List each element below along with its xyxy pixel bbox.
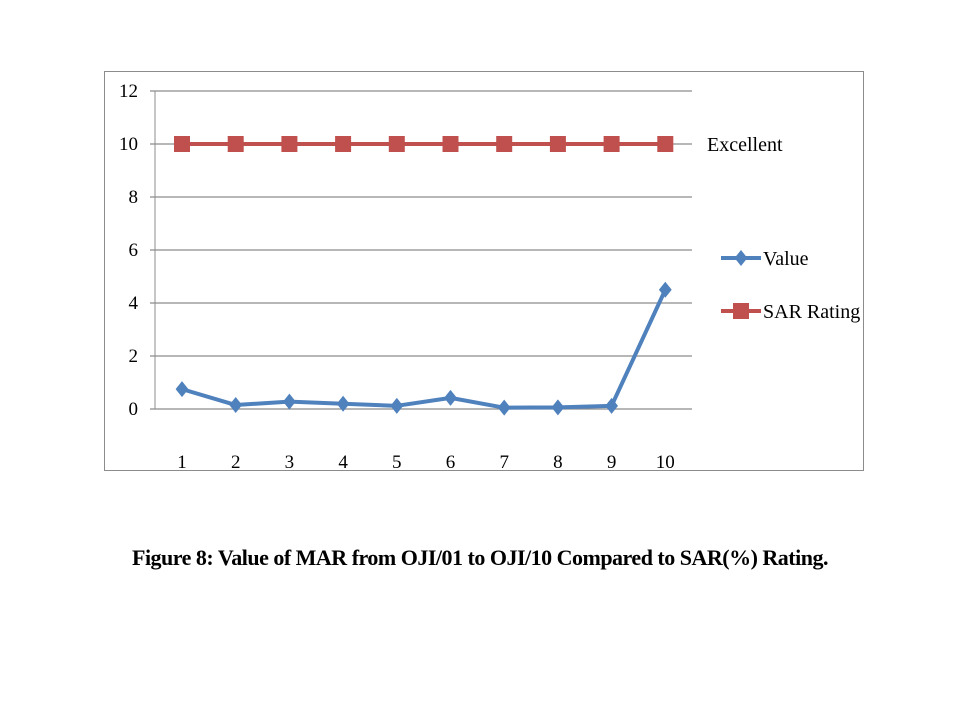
x-tick-label: 4 xyxy=(338,452,348,472)
y-tick-label: 0 xyxy=(129,399,139,420)
data-point xyxy=(551,399,565,416)
x-axis-ticks: 1 2 3 4 5 6 7 8 9 10 xyxy=(177,452,675,472)
x-tick-label: 3 xyxy=(285,452,295,472)
data-point xyxy=(336,395,350,412)
y-tick-label: 8 xyxy=(129,187,139,208)
data-point xyxy=(603,136,620,152)
x-tick-label: 2 xyxy=(231,452,241,472)
data-point xyxy=(658,281,672,298)
data-point xyxy=(444,389,457,406)
data-point xyxy=(496,136,513,152)
data-point xyxy=(657,136,674,152)
chart-frame: 0 2 4 6 8 10 12 1 2 3 4 5 6 7 8 9 10 Value SAR Rating Ex… xyxy=(104,71,864,472)
x-tick-label: 7 xyxy=(499,452,509,472)
x-tick-label: 5 xyxy=(392,452,402,472)
series-line-1 xyxy=(181,288,668,410)
series-layer xyxy=(174,136,674,416)
y-tick-label: 4 xyxy=(129,293,139,314)
annotation-label: Excellent xyxy=(707,134,783,156)
figure-caption: Figure 8: Value of MAR from OJI/01 to OJ… xyxy=(132,545,828,570)
x-tick-label: 6 xyxy=(446,452,456,472)
data-point xyxy=(175,381,189,398)
data-point xyxy=(497,399,511,416)
legend-marker xyxy=(733,303,749,319)
y-axis-ticks: 0 2 4 6 8 10 12 xyxy=(119,81,139,420)
legend: Value SAR Rating xyxy=(721,248,860,323)
y-tick-label: 10 xyxy=(119,134,138,155)
legend-label: SAR Rating xyxy=(763,301,860,323)
data-point xyxy=(283,393,296,410)
x-tick-label: 1 xyxy=(177,452,187,472)
data-point xyxy=(281,136,298,152)
data-point xyxy=(388,136,405,152)
legend-item: Value xyxy=(721,248,809,270)
data-point xyxy=(335,136,352,152)
x-tick-label: 9 xyxy=(607,452,617,472)
y-tick-label: 6 xyxy=(129,240,139,261)
legend-label: Value xyxy=(763,248,809,270)
legend-item: SAR Rating xyxy=(721,301,860,323)
legend-marker xyxy=(734,250,748,266)
data-point xyxy=(549,136,566,152)
data-point xyxy=(227,136,244,152)
annotations: Excellent xyxy=(707,134,783,156)
x-tick-label: 10 xyxy=(656,452,675,472)
data-point xyxy=(605,397,618,414)
data-point xyxy=(229,397,243,414)
y-tick-label: 12 xyxy=(119,81,138,102)
data-point xyxy=(390,397,404,414)
data-point xyxy=(442,136,459,152)
x-tick-label: 8 xyxy=(553,452,563,472)
y-tick-label: 2 xyxy=(129,346,139,367)
data-point xyxy=(174,136,190,152)
